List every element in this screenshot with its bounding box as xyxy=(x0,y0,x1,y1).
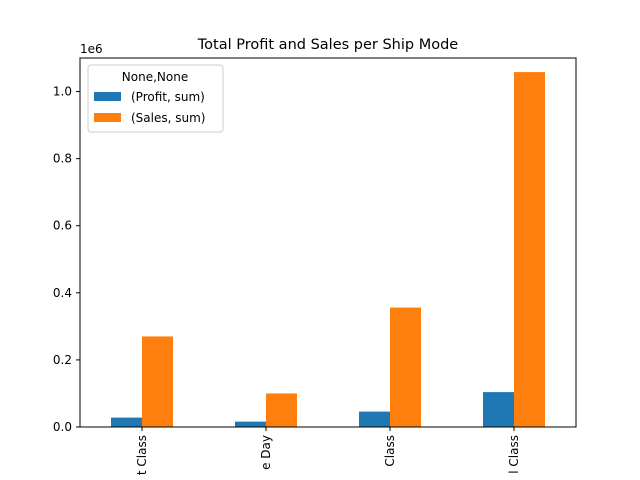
x-tick-label: e Day xyxy=(259,435,273,470)
bar-profit-0 xyxy=(111,417,142,427)
y-axis-offset-label: 1e6 xyxy=(80,42,103,56)
legend-box xyxy=(87,64,224,133)
legend-title: None,None xyxy=(122,70,188,84)
bars-group xyxy=(111,72,545,428)
y-tick-label: 0.0 xyxy=(53,420,72,434)
y-tick-label: 0.4 xyxy=(53,286,72,300)
y-tick-label: 0.2 xyxy=(53,353,72,367)
chart-title: Total Profit and Sales per Ship Mode xyxy=(197,37,459,53)
x-tick-label: l Class xyxy=(507,435,521,474)
bar-profit-1 xyxy=(235,421,266,427)
y-axis: 0.0 0.2 0.4 0.6 0.8 1.0 xyxy=(53,85,80,434)
y-tick-label: 1.0 xyxy=(53,85,72,99)
legend: None,None (Profit, sum) (Sales, sum) xyxy=(87,64,224,133)
bar-sales-3 xyxy=(514,72,545,428)
x-tick-label: t Class xyxy=(135,435,149,475)
bar-sales-0 xyxy=(142,336,173,427)
bar-sales-2 xyxy=(390,307,421,427)
legend-label-profit: (Profit, sum) xyxy=(131,90,205,104)
y-tick-label: 0.8 xyxy=(53,152,72,166)
bar-profit-3 xyxy=(483,392,514,427)
bar-profit-2 xyxy=(359,411,390,427)
legend-label-sales: (Sales, sum) xyxy=(131,111,205,125)
y-tick-label: 0.6 xyxy=(53,219,72,233)
legend-swatch-profit xyxy=(94,92,121,101)
plot-frame xyxy=(79,57,577,428)
legend-swatch-sales xyxy=(94,113,121,122)
x-tick-label: Class xyxy=(383,435,397,467)
x-axis: t Class e Day Class l Class xyxy=(135,427,521,475)
bar-sales-1 xyxy=(266,393,297,427)
